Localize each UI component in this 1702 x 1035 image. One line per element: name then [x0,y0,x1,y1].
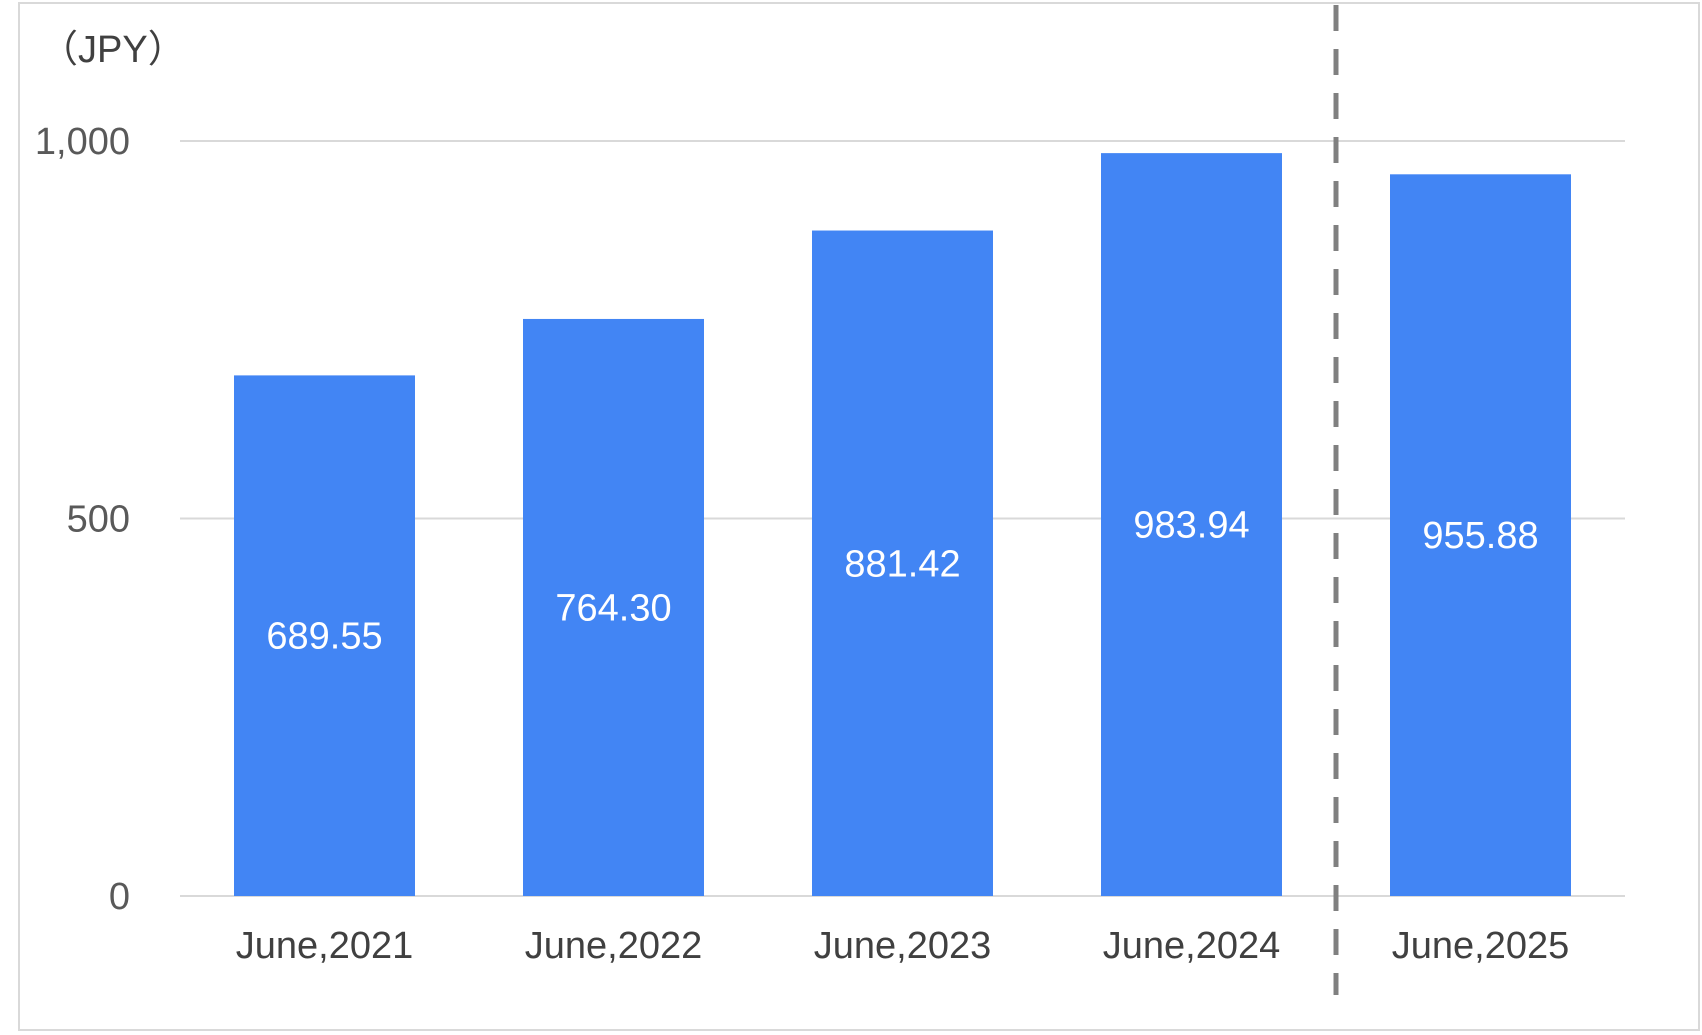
y-tick-label: 500 [67,499,130,541]
x-tick-label: June,2024 [1103,925,1281,967]
bar [1101,153,1282,896]
x-axis-ticks: June,2021 June,2022 June,2023 June,2024 June… [236,925,1570,967]
x-tick-label: June,2022 [525,925,703,967]
data-labels: 689.55 764.30 881.42 983.94 955.88 [266,505,1538,658]
bar [523,318,704,896]
x-tick-label: June,2025 [1392,925,1570,967]
y-axis-unit-label: （JPY） [40,29,186,71]
bar [234,375,415,896]
bar [812,230,993,896]
x-tick-label: June,2023 [814,925,992,967]
bars [234,153,1571,896]
bar [1390,174,1571,896]
x-tick-label: June,2021 [236,925,414,967]
y-tick-label: 1,000 [35,121,130,163]
data-label: 881.42 [844,543,960,585]
y-axis-ticks: 0 500 1,000 [35,121,130,918]
data-label: 689.55 [266,616,382,658]
data-label: 764.30 [555,587,671,629]
y-tick-label: 0 [109,876,130,918]
data-label: 983.94 [1133,505,1249,547]
data-label: 955.88 [1422,515,1538,557]
